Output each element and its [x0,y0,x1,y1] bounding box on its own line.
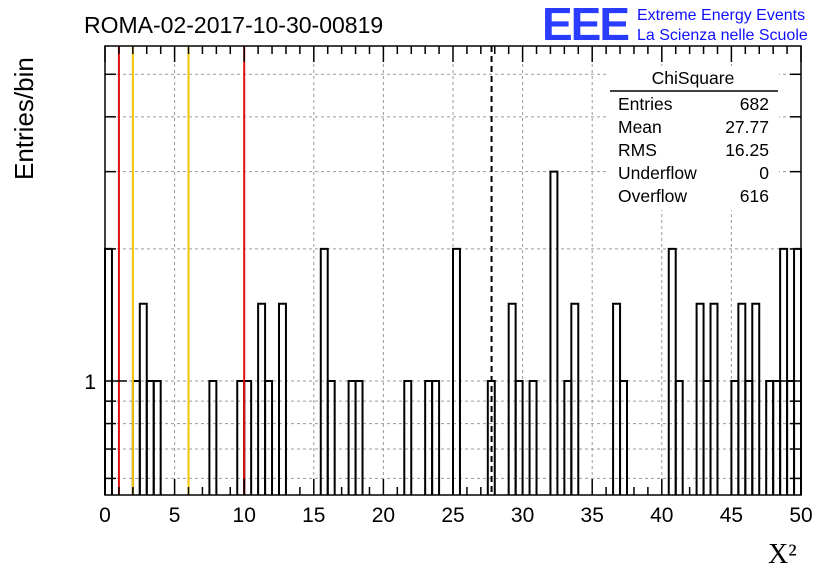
stats-underflow-label: Underflow [618,163,697,183]
histogram-bar [751,302,761,495]
histogram-bar [145,380,155,495]
stats-rms-value: 16.25 [725,140,769,160]
histogram-bar [695,302,705,495]
histogram-bar [779,247,789,495]
histogram-bar [236,380,246,495]
x-tick-label: 20 [372,504,395,527]
x-tick-label: 50 [789,504,812,527]
histogram-bar [431,380,441,495]
x-tick-label: 45 [720,504,743,527]
histogram-bar [452,247,461,495]
eee-logo: EEE Extreme Energy Events La Scienza nel… [542,0,808,50]
stats-mean-label: Mean [618,117,662,137]
histogram-bar [507,302,517,495]
histogram-bar [347,380,357,495]
x-axis-label: X² [768,539,797,570]
histogram-bar [152,380,162,495]
logo-line-2: La Scienza nelle Scuole [637,27,808,44]
histogram-bar [765,380,775,495]
stats-mean-value: 27.77 [725,117,769,137]
histogram-bar [354,380,364,495]
stats-underflow-value: 0 [759,163,769,183]
x-tick-label: 25 [441,504,464,527]
y-tick-labels: 1 [84,371,96,394]
histogram-bar [278,302,287,495]
histogram-bar [104,247,113,495]
histogram-bar [737,302,747,495]
x-tick-label: 0 [99,504,111,527]
x-tick-label: 15 [302,504,325,527]
stats-box-title: ChiSquare [652,68,735,88]
histogram-bar [528,380,538,495]
histogram-bar [257,302,267,495]
x-tick-label: 40 [650,504,673,527]
x-tick-label: 30 [511,504,534,527]
histogram-bar [243,380,253,495]
histogram-bar [619,380,628,495]
marker-lines [117,46,493,495]
logo-line-1: Extreme Energy Events [637,7,805,24]
stats-box-background [609,66,779,210]
histogram-bar [772,380,782,495]
histogram-bar [403,380,413,495]
histogram-bar [730,380,740,495]
histogram-bar [264,380,274,495]
x-tick-label: 10 [233,504,256,527]
histogram-bar [744,380,754,495]
x-tick-label: 5 [169,504,181,527]
histogram-bar [319,247,329,495]
histogram-bar [793,247,802,495]
stats-overflow-value: 616 [740,186,769,206]
histogram-bar [549,170,559,495]
stats-entries-value: 682 [740,94,769,114]
histogram-bar [138,302,148,495]
stats-overflow-label: Overflow [618,186,687,206]
stats-box: ChiSquare Entries 682 Mean 27.77 RMS 16.… [609,66,779,210]
stats-entries-label: Entries [618,94,673,114]
x-tick-label: 35 [581,504,604,527]
y-axis-label: Entries/bin [9,57,39,180]
histogram-bar [514,380,524,495]
histogram-bar [612,302,622,495]
histogram-bar [208,380,218,495]
histogram-bar [570,302,580,495]
histogram-bar [702,380,712,495]
y-tick-label: 1 [84,371,96,394]
histogram-bar [563,380,573,495]
stats-rms-label: RMS [618,140,657,160]
axes [104,45,802,496]
histogram-bars [104,170,802,495]
histogram-bar [326,380,336,495]
histogram-bar [674,380,684,495]
histogram-bar [131,380,141,495]
histogram-bar [424,380,434,495]
logo-letters: EEE [542,0,628,50]
histogram-bar [667,247,677,495]
x-tick-labels: 0 5 10 15 20 25 30 35 40 45 50 [99,504,813,527]
histogram-bar [709,302,719,495]
chart-title: ROMA-02-2017-10-30-00819 [84,12,383,38]
